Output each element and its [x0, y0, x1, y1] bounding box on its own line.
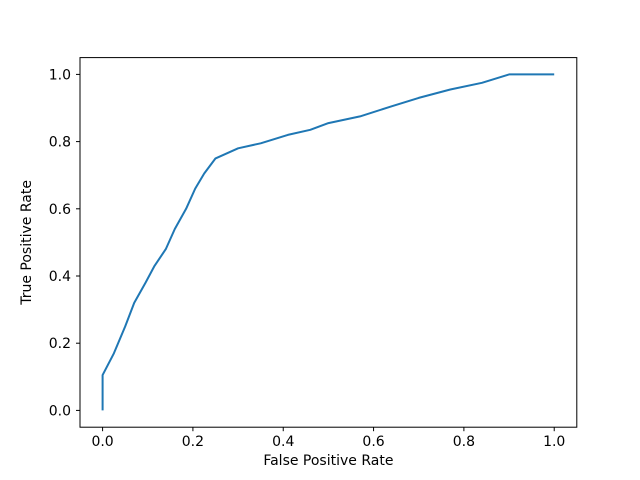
y-axis: 0.0 0.2 0.4 0.6 0.8 1.0 [49, 67, 80, 419]
x-tick-label: 1.0 [543, 434, 565, 450]
roc-curve-line [101, 73, 555, 411]
plot-area: 0.0 0.2 0.4 0.6 0.8 1.0 0.0 0.2 0.4 0.6 0.8 1.0 Fa… [19, 57, 578, 469]
y-tick-label: 0.0 [49, 403, 71, 419]
x-axis-label: False Positive Rate [263, 453, 393, 469]
x-tick-label: 0.6 [362, 434, 384, 450]
x-axis: 0.0 0.2 0.4 0.6 0.8 1.0 [91, 427, 565, 450]
y-tick-label: 0.6 [49, 202, 71, 218]
axes-spines [79, 57, 578, 428]
x-tick-label: 0.4 [272, 434, 294, 450]
y-tick-label: 0.2 [49, 336, 71, 352]
x-tick-label: 0.8 [453, 434, 475, 450]
x-tick-label: 0.2 [182, 434, 204, 450]
y-axis-label: True Positive Rate [19, 180, 35, 306]
y-tick-label: 0.4 [49, 269, 71, 285]
y-tick-label: 0.8 [49, 135, 71, 151]
x-tick-label: 0.0 [91, 434, 113, 450]
y-tick-label: 1.0 [49, 67, 71, 83]
